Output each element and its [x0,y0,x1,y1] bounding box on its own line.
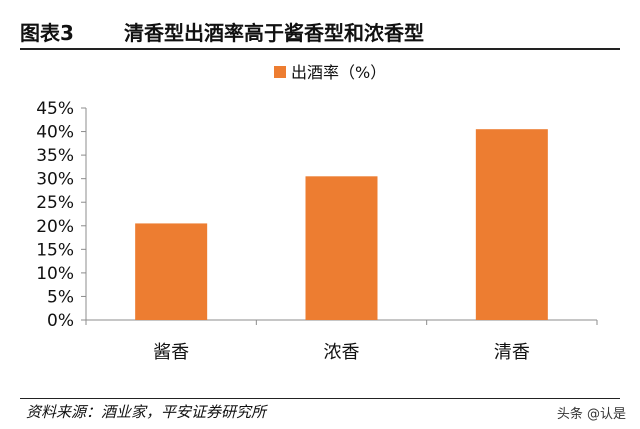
y-tick-label: 25% [36,193,74,213]
bar [135,223,208,320]
legend-swatch [274,66,286,78]
y-tick-label: 20% [36,217,74,237]
y-tick-label: 35% [36,146,74,166]
figure-title: 清香型出酒率高于酱香型和浓香型 [124,20,424,45]
source-note: 资料来源：酒业家，平安证券研究所 [26,403,267,421]
y-tick-label: 30% [36,170,74,190]
footer-rule [20,398,620,399]
figure-header: 图表3 清香型出酒率高于酱香型和浓香型 [20,14,620,48]
bar [475,129,548,320]
header-rule [20,48,620,50]
x-tick-label: 清香 [494,342,530,363]
legend-label: 出酒率（%） [291,63,386,82]
y-tick-label: 15% [36,240,74,260]
y-tick-label: 10% [36,264,74,284]
x-tick-label: 酱香 [153,342,189,363]
figure-number: 图表3 [20,20,74,45]
watermark: 头条 @认是 [556,407,626,422]
x-tick-label: 浓香 [324,342,360,363]
y-tick-label: 0% [47,311,74,331]
y-tick-label: 40% [36,123,74,143]
y-tick-label: 5% [47,287,74,307]
bar [305,176,378,320]
y-tick-label: 45% [36,99,74,119]
bar-chart: 0% 5% 10% 15% 20% 25% 30% 35% 40% 45% 酱香 浓香 清香 出酒率（%） [36,63,598,363]
